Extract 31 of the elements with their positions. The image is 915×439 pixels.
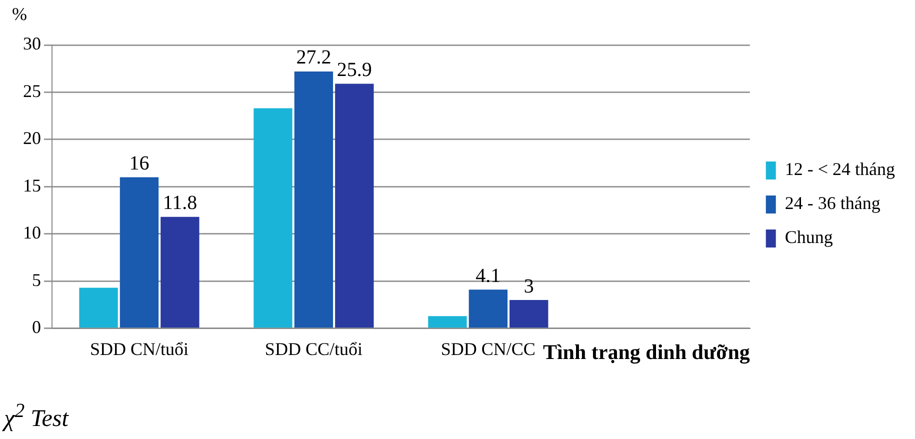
- y-axis-title: %: [12, 4, 27, 25]
- legend-label: Chung: [784, 227, 833, 248]
- x-axis-title: Tình trạng dinh dưỡng: [542, 340, 750, 366]
- bar: [294, 71, 334, 328]
- data-label: 11.8: [162, 192, 198, 214]
- legend-label: 24 - 36 tháng: [784, 193, 880, 214]
- bar: [120, 177, 159, 328]
- y-tick-label: 30: [23, 34, 41, 54]
- y-tick-label: 20: [23, 128, 41, 148]
- x-tick-label: SDD CN/tuổi: [90, 338, 188, 359]
- data-label: 3: [524, 275, 534, 298]
- x-tick-label: SDD CC/tuổi: [264, 338, 362, 359]
- bar: [468, 290, 508, 328]
- data-label: 4.1: [476, 264, 501, 287]
- y-tick-label: 10: [23, 222, 41, 243]
- legend-label: 12 - < 24 tháng: [784, 159, 896, 180]
- bar: [428, 316, 467, 328]
- data-label: 27.2: [296, 46, 332, 69]
- bar: [254, 108, 292, 328]
- data-label: 25.9: [336, 58, 372, 81]
- bar: [79, 288, 118, 328]
- bar: [335, 84, 374, 328]
- bar: [510, 300, 548, 328]
- y-tick-label: 25: [23, 80, 41, 101]
- y-tick-label: 15: [23, 175, 41, 196]
- bar: [160, 216, 200, 328]
- x-tick-label: SDD CN/CC: [440, 338, 536, 359]
- y-tick-label: 5: [32, 270, 41, 290]
- y-tick-label: 0: [32, 317, 41, 338]
- data-label: 16: [129, 152, 150, 175]
- text: χ$^{2}$ Test: [4, 400, 68, 433]
